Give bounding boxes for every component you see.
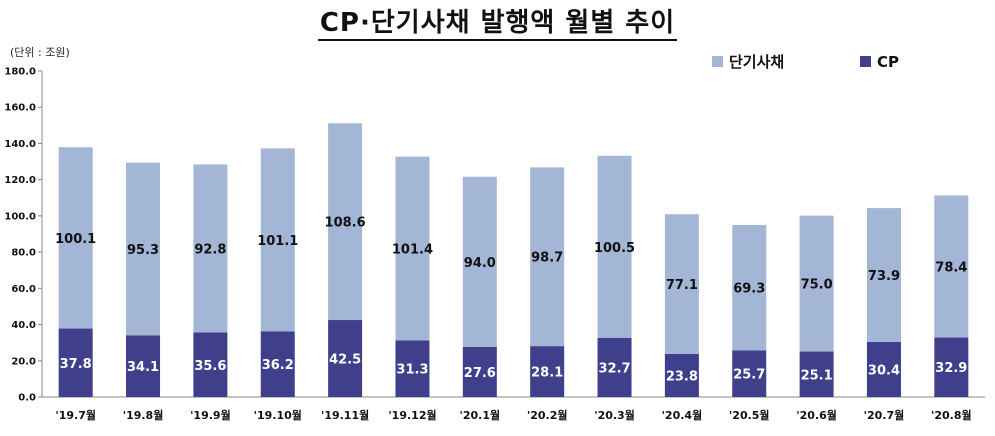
bar-segment-cp bbox=[260, 331, 295, 397]
x-tick-label: '20.6월 bbox=[796, 408, 837, 422]
x-tick-label: '20.7월 bbox=[864, 408, 905, 422]
data-label-short-term-bond: 75.0 bbox=[801, 278, 833, 293]
data-label-short-term-bond: 101.4 bbox=[392, 242, 433, 257]
bar-segment-short-term-bond bbox=[260, 148, 295, 332]
data-label-short-term-bond: 100.1 bbox=[55, 232, 96, 247]
data-label-cp: 28.1 bbox=[531, 366, 563, 381]
data-label-cp: 37.8 bbox=[60, 357, 92, 372]
chart-title: CP·단기사채 발행액 월별 추이 bbox=[0, 2, 995, 41]
bar-segment-cp bbox=[866, 341, 901, 397]
chart-title-text: CP·단기사채 발행액 월별 추이 bbox=[317, 8, 678, 41]
y-tick-label: 80.0 bbox=[11, 248, 36, 259]
y-tick-label: 120.0 bbox=[4, 175, 36, 186]
data-label-short-term-bond: 78.4 bbox=[935, 260, 967, 275]
y-tick-label: 20.0 bbox=[11, 356, 36, 367]
x-tick-label: '20.1월 bbox=[460, 408, 501, 422]
bar-segment-short-term-bond bbox=[732, 224, 767, 351]
data-label-cp: 27.6 bbox=[464, 366, 496, 381]
bar-segment-cp bbox=[530, 346, 565, 397]
data-label-short-term-bond: 94.0 bbox=[464, 256, 496, 271]
bar-segment-cp bbox=[732, 350, 767, 397]
bar-segment-cp bbox=[799, 351, 834, 397]
x-tick-label: '19.10월 bbox=[254, 408, 302, 422]
y-tick-label: 180.0 bbox=[4, 67, 36, 78]
bar-segment-cp bbox=[664, 353, 699, 397]
data-label-cp: 35.6 bbox=[194, 359, 226, 374]
bar-segment-short-term-bond bbox=[866, 208, 901, 342]
data-label-cp: 32.7 bbox=[598, 361, 630, 376]
legend-label: CP bbox=[877, 53, 899, 71]
bar-segment-short-term-bond bbox=[193, 164, 228, 333]
data-label-short-term-bond: 98.7 bbox=[531, 251, 563, 266]
x-tick-label: '20.5월 bbox=[729, 408, 770, 422]
data-label-short-term-bond: 101.1 bbox=[257, 234, 298, 249]
data-label-cp: 31.3 bbox=[396, 363, 428, 378]
x-tick-label: '19.8월 bbox=[123, 408, 164, 422]
data-label-cp: 25.1 bbox=[801, 368, 833, 383]
x-tick-label: '19.9월 bbox=[190, 408, 231, 422]
x-tick-label: '20.8월 bbox=[931, 408, 972, 422]
bar-segment-short-term-bond bbox=[597, 155, 632, 338]
y-tick-label: 100.0 bbox=[4, 211, 36, 222]
bar-segment-cp bbox=[934, 337, 969, 397]
data-label-cp: 42.5 bbox=[329, 353, 361, 368]
data-label-cp: 36.2 bbox=[262, 358, 294, 373]
y-tick-label: 60.0 bbox=[11, 284, 36, 295]
data-label-short-term-bond: 69.3 bbox=[733, 282, 765, 297]
bar-segment-cp bbox=[193, 332, 228, 397]
data-label-cp: 23.8 bbox=[666, 369, 698, 384]
bar-segment-short-term-bond bbox=[395, 156, 430, 341]
legend-swatch bbox=[712, 56, 723, 67]
y-tick-label: 0.0 bbox=[18, 393, 36, 404]
data-label-short-term-bond: 100.5 bbox=[594, 241, 635, 256]
bar-segment-cp bbox=[597, 337, 632, 397]
bar-segment-short-term-bond bbox=[934, 195, 969, 338]
bar-segment-cp bbox=[126, 335, 161, 397]
bar-segment-cp bbox=[328, 320, 363, 397]
data-label-short-term-bond: 95.3 bbox=[127, 243, 159, 258]
y-tick-label: 40.0 bbox=[11, 320, 36, 331]
data-label-short-term-bond: 92.8 bbox=[194, 242, 226, 257]
bar-segment-short-term-bond bbox=[126, 162, 161, 336]
y-tick-label: 140.0 bbox=[4, 139, 36, 150]
bar-segment-short-term-bond bbox=[328, 123, 363, 321]
data-label-cp: 30.4 bbox=[868, 363, 900, 378]
bar-segment-short-term-bond bbox=[664, 214, 699, 354]
legend-swatch bbox=[860, 56, 871, 67]
data-label-cp: 34.1 bbox=[127, 360, 159, 375]
x-tick-label: '19.7월 bbox=[55, 408, 96, 422]
data-label-cp: 25.7 bbox=[733, 368, 765, 383]
unit-label: (단위 : 조원) bbox=[10, 46, 70, 59]
bar-segment-short-term-bond bbox=[799, 215, 834, 352]
bar-segment-short-term-bond bbox=[58, 147, 93, 329]
x-tick-label: '19.12월 bbox=[388, 408, 436, 422]
bar-segment-cp bbox=[395, 340, 430, 397]
data-label-short-term-bond: 73.9 bbox=[868, 269, 900, 284]
bar-segment-short-term-bond bbox=[462, 176, 497, 348]
x-tick-label: '20.3월 bbox=[594, 408, 635, 422]
bar-segment-cp bbox=[58, 328, 93, 397]
data-label-short-term-bond: 108.6 bbox=[325, 216, 366, 231]
bar-segment-short-term-bond bbox=[530, 167, 565, 347]
bar-segment-cp bbox=[462, 347, 497, 397]
x-tick-label: '20.2월 bbox=[527, 408, 568, 422]
data-label-short-term-bond: 77.1 bbox=[666, 278, 698, 293]
x-tick-label: '19.11월 bbox=[321, 408, 369, 422]
data-label-cp: 32.9 bbox=[935, 361, 967, 376]
legend-label: 단기사채 bbox=[729, 53, 784, 71]
y-tick-label: 160.0 bbox=[4, 103, 36, 114]
x-tick-label: '20.4월 bbox=[662, 408, 703, 422]
